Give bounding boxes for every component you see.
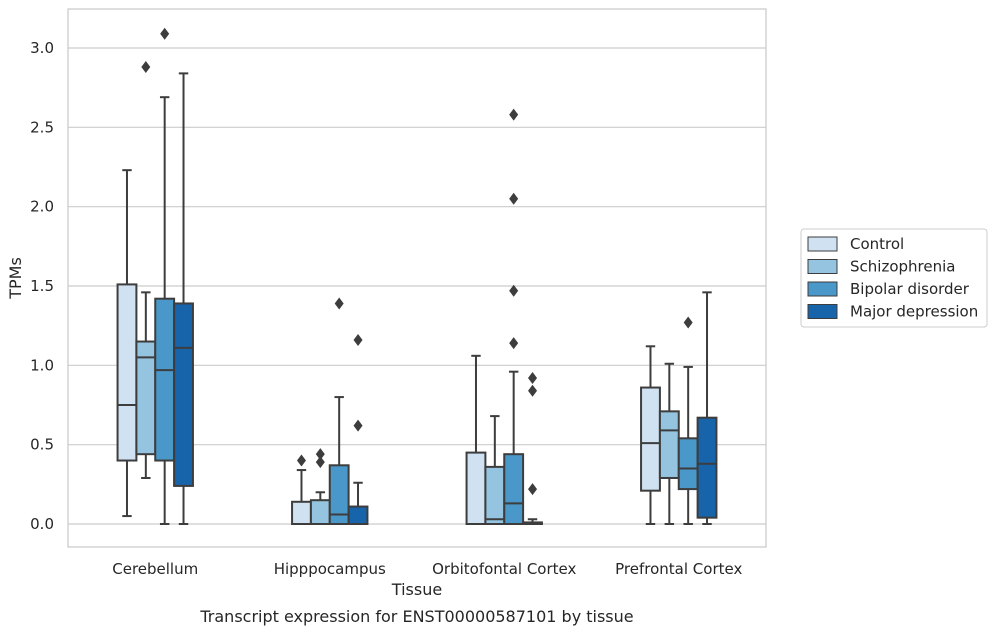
y-tick-label: 2.5: [30, 118, 54, 136]
outlier-point: [509, 284, 519, 297]
box-group: [465, 354, 487, 526]
figure-caption: Transcript expression for ENST0000058710…: [199, 607, 633, 626]
box: [173, 302, 194, 487]
box: [291, 500, 312, 525]
box-group: [503, 108, 525, 526]
y-tick-label: 0.5: [30, 436, 54, 454]
outlier-point: [509, 108, 519, 121]
boxes: [116, 27, 718, 526]
box: [328, 464, 350, 525]
legend-entries: Control Schizophrenia Bipolar disorder Majo…: [807, 235, 978, 321]
outlier-point: [528, 483, 538, 496]
x-tick-label: Cerebellum: [112, 560, 198, 578]
box-group: [347, 333, 369, 525]
legend-swatch: [807, 281, 838, 297]
y-tick-label: 1.0: [30, 356, 54, 374]
box-group: [677, 316, 699, 525]
legend-label: Bipolar disorder: [850, 280, 970, 298]
box: [484, 465, 506, 526]
x-tick-label: Hipppocampus: [274, 560, 386, 578]
legend-label: Major depression: [850, 303, 978, 321]
outlier-point: [296, 454, 306, 467]
outlier-point: [683, 316, 693, 329]
box-group: [522, 372, 543, 525]
box-group: [154, 27, 176, 525]
box: [347, 505, 369, 525]
box: [696, 416, 718, 519]
legend-swatch: [807, 259, 838, 274]
plot-area-frame: [67, 8, 767, 548]
outlier-point: [353, 333, 363, 346]
outlier-point: [509, 337, 519, 350]
x-tick-label: Orbitofontal Cortex: [432, 560, 576, 578]
outlier-point: [353, 419, 363, 432]
x-tick-label: Prefrontal Cortex: [615, 560, 742, 578]
legend-swatch: [807, 304, 838, 319]
box: [503, 453, 525, 526]
box-group: [173, 72, 194, 525]
y-tick-label: 0.0: [30, 515, 54, 533]
y-tick-label: 1.5: [30, 277, 54, 295]
box: [658, 410, 680, 479]
legend-label: Control: [850, 235, 904, 253]
outlier-point: [315, 456, 325, 469]
box-group: [291, 454, 312, 525]
box: [154, 297, 176, 462]
box: [135, 340, 157, 456]
box: [116, 283, 138, 462]
x-tick-labels: Cerebellum Hipppocampus Orbitofontal Corte…: [112, 560, 742, 578]
y-tick-labels: 0.0 0.5 1.0 1.5 2.0 2.5 3.0: [30, 39, 54, 533]
box: [309, 499, 331, 526]
y-tick-label: 3.0: [30, 39, 54, 57]
box-group: [328, 297, 350, 525]
outlier-point: [160, 27, 170, 40]
y-tick-label: 2.0: [30, 198, 54, 216]
legend-swatch: [807, 236, 838, 252]
y-axis-title: TPMs: [6, 257, 25, 300]
legend-label: Schizophrenia: [850, 258, 955, 276]
box-group: [135, 61, 157, 479]
box-group: [696, 291, 718, 525]
outlier-point: [334, 297, 344, 310]
box-group: [640, 345, 661, 525]
box: [465, 451, 487, 526]
box-group: [658, 362, 680, 525]
outlier-point: [509, 192, 519, 205]
outlier-point: [528, 372, 538, 385]
outlier-point: [528, 384, 538, 397]
x-axis-title: Tissue: [391, 580, 442, 599]
box: [640, 386, 661, 492]
legend: Control Schizophrenia Bipolar disorder Majo…: [800, 228, 988, 328]
legend-frame: [800, 228, 988, 328]
outlier-point: [315, 448, 325, 461]
outlier-point: [141, 61, 151, 74]
box: [677, 437, 699, 491]
